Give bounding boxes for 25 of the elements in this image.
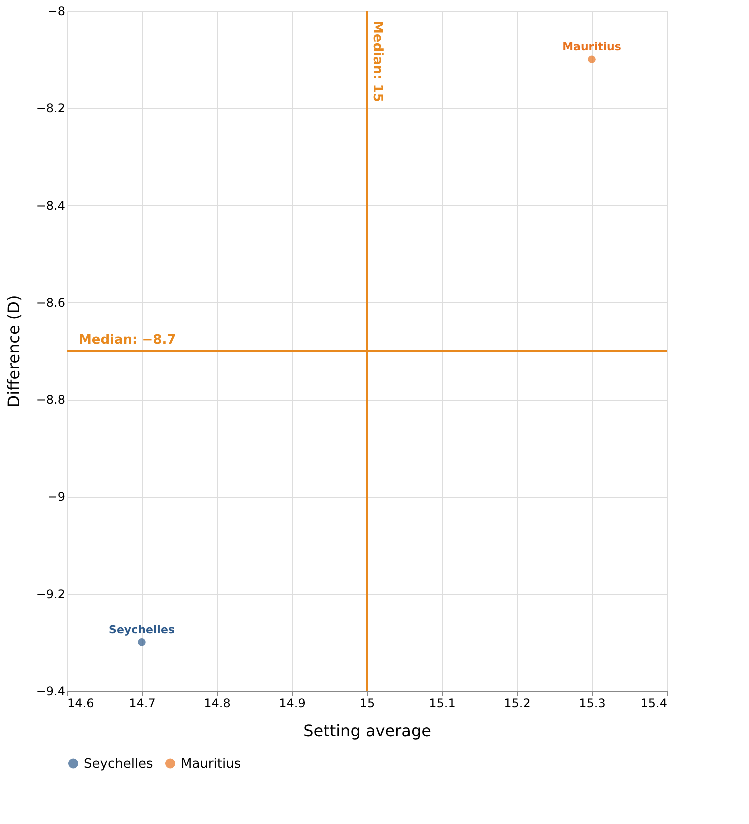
x-tick-label: 14.8 bbox=[204, 696, 231, 710]
ref-line-label: Median: −8.7 bbox=[79, 333, 176, 348]
x-tick-label: 15.3 bbox=[579, 696, 606, 710]
x-tick-label: 14.7 bbox=[129, 696, 156, 710]
legend-label: Seychelles bbox=[84, 756, 154, 772]
legend-label: Mauritius bbox=[181, 756, 242, 772]
y-tick-label: −9.4 bbox=[36, 684, 66, 698]
text: Mauritius bbox=[562, 40, 622, 54]
text: Seychelles bbox=[109, 623, 175, 636]
y-tick-label: −8.6 bbox=[36, 296, 66, 310]
x-tick-label: 15 bbox=[360, 696, 376, 710]
y-tick-label: −8.2 bbox=[36, 102, 66, 116]
x-tick-label: 14.6 bbox=[68, 696, 94, 710]
ref-line-label: Median: 15 bbox=[370, 21, 385, 102]
y-tick-label: −8.4 bbox=[36, 198, 66, 213]
x-tick-label: 15.4 bbox=[640, 696, 668, 710]
y-tick-label: −8.8 bbox=[36, 393, 66, 408]
x-tick-label: 15.1 bbox=[429, 696, 456, 710]
y-tick-label: −9 bbox=[48, 490, 66, 504]
x-tick-label: 14.9 bbox=[279, 696, 306, 710]
y-axis-title: Difference (D) bbox=[4, 295, 24, 408]
x-axis-title: Setting average bbox=[304, 722, 432, 740]
y-tick-label: −8 bbox=[48, 4, 66, 18]
x-tick-label: 15.2 bbox=[504, 696, 531, 710]
y-tick-label: −9.2 bbox=[36, 587, 66, 602]
